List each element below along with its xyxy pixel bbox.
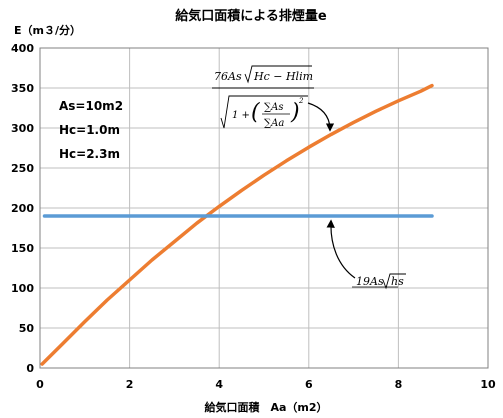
svg-text:76As: 76As: [214, 70, 242, 83]
y-tick-label: 150: [11, 242, 34, 255]
y-tick-label: 200: [11, 202, 34, 215]
chart-title: 給気口面積による排煙量e: [175, 8, 327, 24]
orange-curve-formula: 76As Hc − Hlim 1 + ( ∑As ∑Aa ) 2: [212, 65, 335, 132]
svg-text:19As: 19As: [356, 275, 384, 288]
y-axis-label: E（m３/分）: [14, 23, 81, 37]
x-tick-label: 8: [395, 378, 403, 391]
formula-blue-coeff: 19: [356, 275, 370, 288]
y-tick-label: 50: [19, 322, 35, 335]
formula-orange-exponent: 2: [298, 97, 304, 105]
blue-line-formula: 19As hs: [326, 219, 406, 290]
y-tick-label: 100: [11, 282, 34, 295]
x-tick-label: 2: [126, 378, 134, 391]
formula-orange-arrow: [307, 102, 335, 132]
formula-orange-sum-bottom: ∑Aa: [264, 118, 284, 129]
formula-orange-right-paren: ): [290, 100, 300, 125]
formula-orange-sum-top: ∑As: [264, 102, 284, 113]
param-as: As=10m2: [59, 99, 123, 113]
x-tick-labels: 0 2 4 6 8 10: [36, 378, 496, 391]
series-layer: [40, 83, 434, 366]
formula-orange-var: As: [227, 70, 242, 83]
x-axis-label: 給気口面積 Aa（m2）: [204, 400, 327, 414]
y-tick-label: 300: [11, 122, 34, 135]
y-tick-label: 400: [11, 42, 34, 55]
parameter-notes: As=10m2 Hc=1.0m Hc=2.3m: [59, 99, 123, 161]
formula-orange-numerator-root: [244, 65, 312, 84]
formula-blue-arrow: [326, 219, 356, 279]
series-line-orange: [40, 83, 434, 366]
formula-orange-coeff: 76: [214, 70, 228, 83]
formula-blue-var: As: [369, 275, 384, 288]
x-tick-label: 4: [215, 378, 223, 391]
param-hc-1: Hc=1.0m: [59, 123, 120, 137]
param-hc-2: Hc=2.3m: [59, 147, 120, 161]
formula-orange-denominator-root: [220, 95, 308, 129]
x-tick-label: 10: [480, 378, 496, 391]
x-tick-label: 6: [305, 378, 313, 391]
y-tick-labels: 0 50 100 150 200 250 300 350 400: [11, 42, 34, 375]
formula-orange-left-paren: (: [251, 100, 260, 125]
y-tick-label: 0: [26, 362, 34, 375]
y-tick-label: 250: [11, 162, 34, 175]
formula-orange-radicand: Hc − Hlim: [253, 70, 313, 83]
plot-area-border: [39, 47, 489, 369]
formula-blue-radicand: hs: [391, 275, 404, 288]
formula-orange-one-plus: 1 +: [232, 110, 250, 121]
y-tick-label: 350: [11, 82, 34, 95]
x-tick-label: 0: [36, 378, 44, 391]
formula-blue-root: [382, 273, 406, 290]
